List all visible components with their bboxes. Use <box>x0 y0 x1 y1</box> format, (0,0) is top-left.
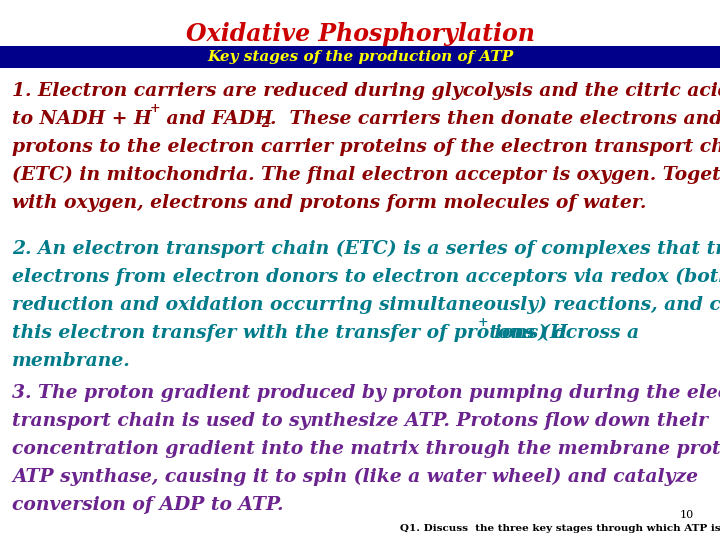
Text: ATP synthase, causing it to spin (like a water wheel) and catalyze: ATP synthase, causing it to spin (like a… <box>12 468 698 486</box>
Text: Key stages of the production of ATP: Key stages of the production of ATP <box>207 50 513 64</box>
Text: concentration gradient into the matrix through the membrane protein: concentration gradient into the matrix t… <box>12 440 720 458</box>
Text: +: + <box>478 316 489 329</box>
Text: protons to the electron carrier proteins of the electron transport chain: protons to the electron carrier proteins… <box>12 138 720 156</box>
Text: +: + <box>150 102 161 115</box>
Bar <box>0 46 720 68</box>
Text: membrane.: membrane. <box>12 352 131 370</box>
Text: 2: 2 <box>260 117 269 130</box>
Text: 3. The proton gradient produced by proton pumping during the electron: 3. The proton gradient produced by proto… <box>12 384 720 402</box>
Text: .  These carriers then donate electrons and: . These carriers then donate electrons a… <box>270 110 720 128</box>
Text: reduction and oxidation occurring simultaneously) reactions, and couples: reduction and oxidation occurring simult… <box>12 296 720 314</box>
Text: (ETC) in mitochondria. The final electron acceptor is oxygen. Together: (ETC) in mitochondria. The final electro… <box>12 166 720 184</box>
Text: conversion of ADP to ATP.: conversion of ADP to ATP. <box>12 496 284 514</box>
Text: with oxygen, electrons and protons form molecules of water.: with oxygen, electrons and protons form … <box>12 194 647 212</box>
Text: this electron transfer with the transfer of protons (H: this electron transfer with the transfer… <box>12 324 567 342</box>
Text: to NADH + H: to NADH + H <box>12 110 152 128</box>
Text: Oxidative Phosphorylation: Oxidative Phosphorylation <box>186 22 534 46</box>
Text: Q1. Discuss  the three key stages through which ATP is produced.: Q1. Discuss the three key stages through… <box>400 524 720 533</box>
Text: 1. Electron carriers are reduced during glycolysis and the citric acid cycle: 1. Electron carriers are reduced during … <box>12 82 720 100</box>
Text: transport chain is used to synthesize ATP. Protons flow down their: transport chain is used to synthesize AT… <box>12 412 708 430</box>
Text: and FADH: and FADH <box>160 110 273 128</box>
Text: electrons from electron donors to electron acceptors via redox (both: electrons from electron donors to electr… <box>12 268 720 286</box>
Text: ions) across a: ions) across a <box>488 324 639 342</box>
Text: 2. An electron transport chain (ETC) is a series of complexes that transfer: 2. An electron transport chain (ETC) is … <box>12 240 720 258</box>
Text: 10: 10 <box>680 510 694 520</box>
